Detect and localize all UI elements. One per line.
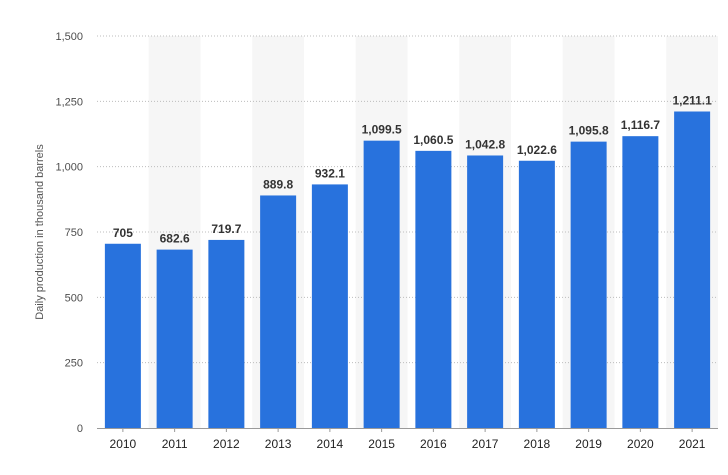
bar-2011: [156, 249, 193, 428]
data-label-2018: 1,022.6: [517, 143, 557, 157]
y-tick-label: 500: [65, 292, 83, 304]
x-tick-label-2011: 2011: [162, 437, 188, 451]
x-tick-label-2019: 2019: [575, 437, 602, 451]
data-label-2017: 1,042.8: [465, 137, 505, 151]
gridlines: [97, 35, 718, 429]
y-tick-label: 1,250: [55, 96, 83, 108]
data-label-2020: 1,116.7: [621, 118, 661, 132]
x-tick-label-2012: 2012: [213, 437, 240, 451]
data-label-2014: 932.1: [315, 166, 345, 180]
y-tick-label: 750: [65, 227, 83, 239]
data-label-2021: 1,211.1: [672, 93, 712, 107]
x-tick-label-2014: 2014: [317, 437, 344, 451]
bar-2021: [674, 111, 711, 428]
x-tick-label-2015: 2015: [368, 437, 395, 451]
x-tick-label-2018: 2018: [524, 437, 551, 451]
bar-2019: [570, 141, 607, 429]
bar-2016: [415, 150, 452, 428]
bar-2013: [260, 195, 297, 428]
x-tick-label-2010: 2010: [110, 437, 137, 451]
bar-2015: [363, 140, 400, 428]
y-tick-label: 1,500: [55, 31, 83, 43]
data-label-2013: 889.8: [263, 177, 293, 191]
y-tick-label: 250: [65, 358, 83, 370]
y-axis-title: Daily production in thousand barrels: [34, 144, 46, 320]
data-labels: 705 682.6 719.7 889.8 932.1 1,099.5 1,060.5 1,0…: [113, 93, 712, 245]
x-tick-label-2013: 2013: [265, 437, 292, 451]
y-tick-label: 1,000: [55, 162, 83, 174]
x-axis: 2010 2011 2012 2013 2014 2015 2016 2017 2018 2019…: [110, 428, 706, 451]
data-label-2016: 1,060.5: [413, 133, 453, 147]
x-tick-label-2021: 2021: [679, 437, 706, 451]
data-label-2010: 705: [113, 226, 133, 240]
bar-2020: [622, 136, 659, 428]
bar-2017: [467, 155, 504, 428]
bar-2014: [311, 184, 348, 428]
x-tick-label-2016: 2016: [420, 437, 447, 451]
data-label-2015: 1,099.5: [362, 123, 402, 137]
x-tick-label-2020: 2020: [627, 437, 654, 451]
data-label-2019: 1,095.8: [569, 124, 609, 138]
y-tick-label: 0: [77, 423, 83, 435]
data-label-2012: 719.7: [211, 222, 241, 236]
bars: [104, 111, 711, 429]
y-axis: 0 250 500 750 1,000 1,250 1,500: [55, 31, 83, 435]
x-tick-label-2017: 2017: [472, 437, 499, 451]
data-label-2011: 682.6: [160, 232, 190, 246]
bar-2018: [518, 160, 555, 428]
bar-2010: [104, 243, 141, 428]
bar-2012: [208, 239, 245, 428]
